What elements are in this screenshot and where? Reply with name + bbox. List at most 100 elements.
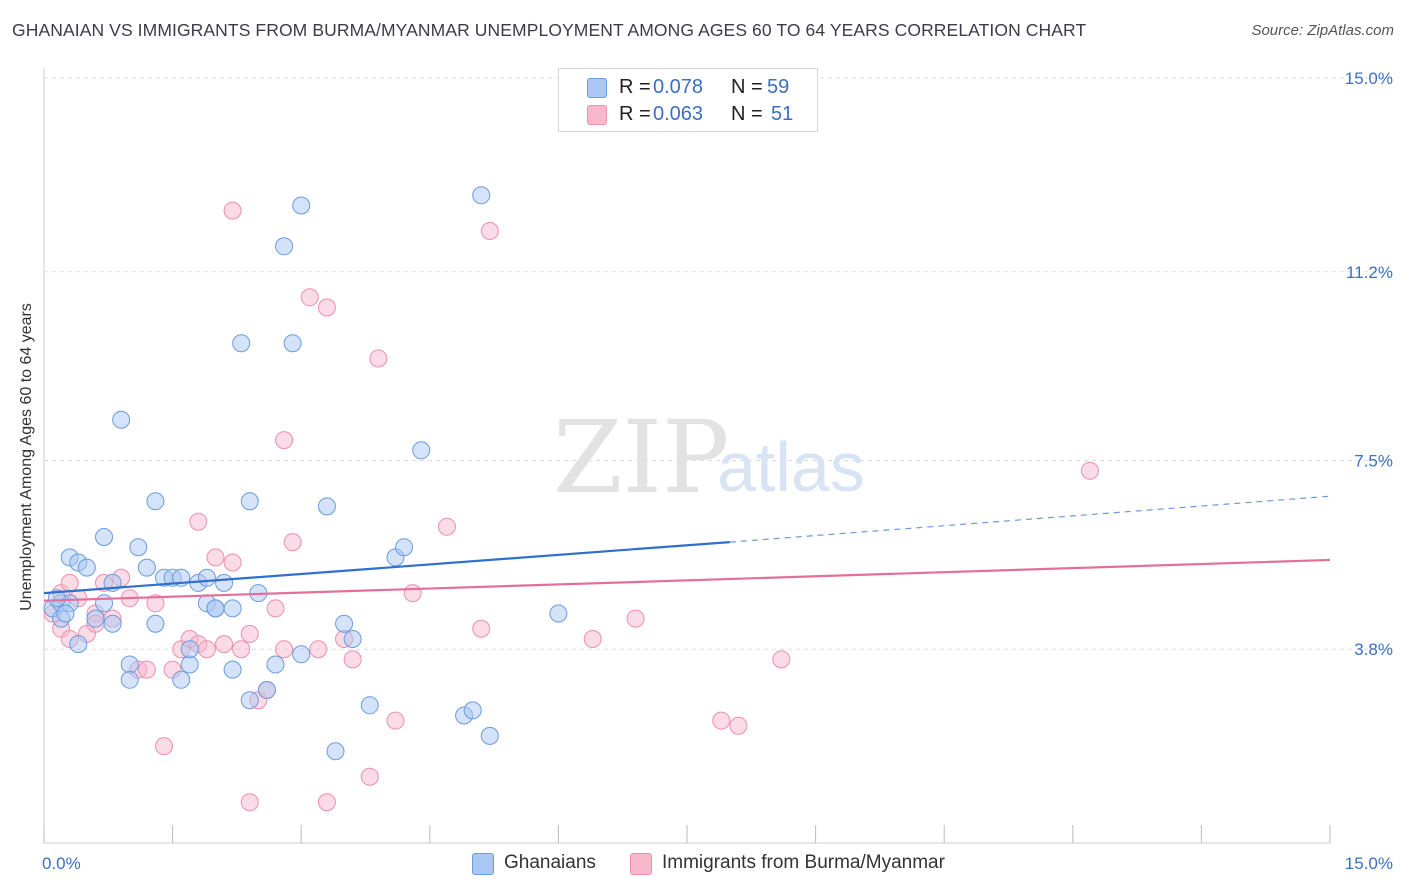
point-burma — [480, 222, 499, 240]
point-ghanaians — [326, 742, 345, 761]
n-label: N = — [731, 103, 763, 125]
point-ghanaians — [120, 655, 139, 674]
point-burma — [583, 630, 602, 648]
point-ghanaians — [360, 696, 379, 715]
point-burma — [283, 533, 302, 552]
point-ghanaians — [69, 635, 88, 654]
point-ghanaians — [317, 497, 336, 516]
point-burma — [189, 512, 208, 531]
point-burma — [240, 793, 259, 812]
point-ghanaians — [223, 660, 242, 679]
point-ghanaians — [412, 441, 431, 460]
point-ghanaians — [240, 492, 259, 511]
r-value: 0.063 — [653, 103, 704, 125]
chart-title: GHANAIAN VS IMMIGRANTS FROM BURMA/MYANMA… — [12, 20, 1087, 40]
point-ghanaians — [180, 640, 199, 659]
point-ghanaians — [463, 701, 482, 720]
trend-line-ghanaians-extension — [729, 495, 1331, 543]
point-ghanaians — [146, 492, 165, 511]
point-ghanaians — [343, 630, 362, 648]
point-ghanaians — [292, 645, 311, 664]
point-ghanaians — [549, 604, 568, 623]
point-burma — [343, 650, 362, 669]
point-ghanaians — [395, 538, 414, 557]
point-burma — [146, 594, 165, 613]
point-burma — [729, 716, 748, 735]
point-ghanaians — [77, 558, 96, 577]
point-burma — [772, 650, 791, 669]
x-tick-label-min: 0.0% — [42, 854, 81, 873]
point-ghanaians — [257, 681, 276, 699]
point-burma — [369, 349, 388, 368]
point-ghanaians — [180, 655, 199, 674]
y-tick-label: 7.5% — [1354, 452, 1393, 471]
point-burma — [266, 599, 285, 618]
point-ghanaians — [103, 614, 122, 633]
y-tick-label: 11.2% — [1346, 263, 1393, 282]
point-burma — [626, 609, 645, 628]
legend-row-ghanaians: R = 0.078 N = 59 — [559, 73, 817, 101]
legend-swatch-ghanaians — [587, 78, 607, 98]
point-ghanaians — [129, 538, 148, 557]
point-ghanaians — [172, 670, 191, 689]
point-burma — [309, 640, 328, 659]
point-burma — [386, 711, 405, 730]
point-burma — [1080, 461, 1099, 480]
point-burma — [137, 660, 156, 679]
point-ghanaians — [215, 573, 234, 592]
point-ghanaians — [95, 528, 114, 546]
point-ghanaians — [266, 655, 285, 674]
x-tick-label-max: 15.0% — [1345, 854, 1393, 873]
point-ghanaians — [480, 726, 499, 745]
point-ghanaians — [472, 186, 491, 205]
point-ghanaians — [232, 334, 251, 353]
trend-lines — [43, 495, 1331, 602]
point-ghanaians — [240, 691, 259, 710]
point-ghanaians — [56, 604, 75, 623]
point-burma — [60, 573, 79, 592]
data-points — [43, 186, 1099, 812]
point-ghanaians — [197, 568, 216, 587]
r-label: R = — [619, 76, 651, 98]
point-burma — [317, 298, 336, 317]
point-burma — [712, 711, 731, 730]
point-ghanaians — [95, 594, 114, 613]
tick-labels: 3.8% 7.5% 11.2% 15.0% 0.0% 15.0% — [42, 69, 1393, 873]
watermark-zip: ZIP — [553, 399, 729, 516]
y-tick-label: 15.0% — [1345, 69, 1393, 88]
correlation-legend: R = 0.078 N = 59 R = 0.063 N = 51 — [558, 68, 818, 132]
point-burma — [223, 201, 242, 220]
legend-label-ghanaians: Ghanaians — [504, 852, 596, 873]
legend-swatch-ghanaians — [472, 853, 494, 875]
legend-swatch-burma — [630, 853, 652, 875]
point-burma — [240, 624, 259, 643]
point-burma — [275, 431, 294, 450]
axes — [43, 68, 1331, 844]
point-ghanaians — [112, 410, 131, 429]
point-ghanaians — [206, 599, 225, 618]
trend-line-ghanaians — [43, 541, 730, 595]
watermark-atlas: atlas — [717, 428, 865, 506]
point-ghanaians — [223, 599, 242, 618]
point-burma — [197, 640, 216, 659]
point-burma — [360, 767, 379, 786]
point-burma — [317, 793, 336, 812]
point-burma — [206, 548, 225, 567]
r-value: 0.078 — [653, 76, 704, 98]
point-burma — [300, 288, 319, 307]
point-burma — [223, 553, 242, 572]
y-tick-label: 3.8% — [1354, 640, 1393, 659]
point-ghanaians — [335, 614, 354, 633]
source-label: Source: ZipAtlas.com — [1251, 22, 1394, 39]
n-value: 51 — [771, 103, 794, 125]
legend-label-burma: Immigrants from Burma/Myanmar — [662, 852, 945, 873]
n-label: N = — [731, 76, 763, 98]
point-burma — [275, 640, 294, 659]
point-burma — [215, 635, 234, 654]
point-burma — [472, 619, 491, 638]
r-label: R = — [619, 103, 651, 125]
point-ghanaians — [86, 609, 105, 628]
legend-row-burma: R = 0.063 N = 51 — [559, 100, 817, 128]
point-ghanaians — [283, 334, 302, 353]
